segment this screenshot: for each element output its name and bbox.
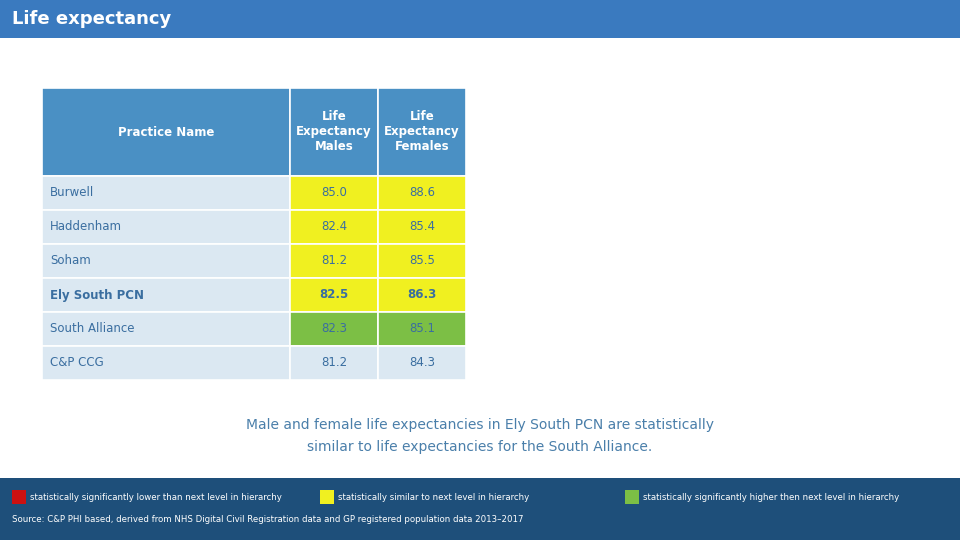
Text: 81.2: 81.2 — [321, 254, 348, 267]
FancyBboxPatch shape — [378, 88, 466, 176]
FancyBboxPatch shape — [290, 176, 378, 210]
Text: Life
Expectancy
Females: Life Expectancy Females — [384, 111, 460, 153]
Text: Practice Name: Practice Name — [118, 125, 214, 138]
FancyBboxPatch shape — [0, 478, 960, 540]
FancyBboxPatch shape — [378, 278, 466, 312]
Text: Burwell: Burwell — [50, 186, 94, 199]
FancyBboxPatch shape — [290, 244, 378, 278]
FancyBboxPatch shape — [378, 176, 466, 210]
FancyBboxPatch shape — [0, 0, 960, 38]
Text: 88.6: 88.6 — [409, 186, 435, 199]
FancyBboxPatch shape — [290, 278, 378, 312]
FancyBboxPatch shape — [378, 210, 466, 244]
FancyBboxPatch shape — [378, 244, 466, 278]
FancyBboxPatch shape — [320, 490, 334, 504]
Text: South Alliance: South Alliance — [50, 322, 134, 335]
Text: Ely South PCN: Ely South PCN — [50, 288, 144, 301]
Text: Source: C&P PHI based, derived from NHS Digital Civil Registration data and GP r: Source: C&P PHI based, derived from NHS … — [12, 516, 523, 524]
Text: similar to life expectancies for the South Alliance.: similar to life expectancies for the Sou… — [307, 440, 653, 454]
FancyBboxPatch shape — [42, 210, 290, 244]
Text: 86.3: 86.3 — [407, 288, 437, 301]
FancyBboxPatch shape — [12, 490, 26, 504]
Text: statistically similar to next level in hierarchy: statistically similar to next level in h… — [338, 492, 529, 502]
FancyBboxPatch shape — [290, 346, 378, 380]
FancyBboxPatch shape — [42, 346, 290, 380]
Text: 85.1: 85.1 — [409, 322, 435, 335]
FancyBboxPatch shape — [290, 312, 378, 346]
Text: Male and female life expectancies in Ely South PCN are statistically: Male and female life expectancies in Ely… — [246, 418, 714, 432]
Text: 85.5: 85.5 — [409, 254, 435, 267]
FancyBboxPatch shape — [42, 176, 290, 210]
Text: 82.4: 82.4 — [321, 220, 348, 233]
Text: Life expectancy: Life expectancy — [12, 10, 171, 28]
Text: 82.5: 82.5 — [320, 288, 348, 301]
FancyBboxPatch shape — [625, 490, 639, 504]
Text: 82.3: 82.3 — [321, 322, 347, 335]
Text: 81.2: 81.2 — [321, 356, 348, 369]
FancyBboxPatch shape — [42, 278, 290, 312]
Text: Life
Expectancy
Males: Life Expectancy Males — [297, 111, 372, 153]
FancyBboxPatch shape — [378, 346, 466, 380]
FancyBboxPatch shape — [42, 244, 290, 278]
Text: C&P CCG: C&P CCG — [50, 356, 104, 369]
FancyBboxPatch shape — [290, 88, 378, 176]
Text: Soham: Soham — [50, 254, 91, 267]
Text: 85.0: 85.0 — [321, 186, 347, 199]
Text: statistically significantly higher then next level in hierarchy: statistically significantly higher then … — [643, 492, 900, 502]
FancyBboxPatch shape — [42, 312, 290, 346]
Text: 85.4: 85.4 — [409, 220, 435, 233]
FancyBboxPatch shape — [290, 210, 378, 244]
Text: statistically significantly lower than next level in hierarchy: statistically significantly lower than n… — [30, 492, 282, 502]
FancyBboxPatch shape — [42, 88, 290, 176]
Text: Haddenham: Haddenham — [50, 220, 122, 233]
Text: 84.3: 84.3 — [409, 356, 435, 369]
FancyBboxPatch shape — [378, 312, 466, 346]
